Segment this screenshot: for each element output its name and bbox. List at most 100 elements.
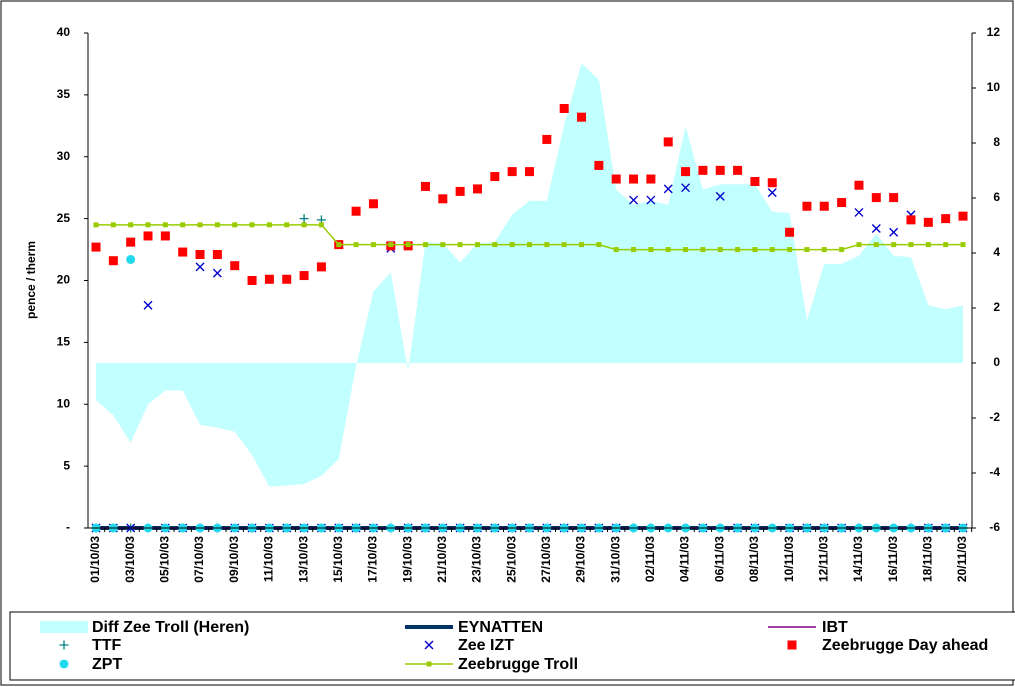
y-tick-label: - — [66, 520, 70, 534]
y2-tick-label: -2 — [989, 410, 1000, 424]
marker-square — [405, 242, 411, 248]
marker-square — [819, 201, 829, 211]
y-tick-label: 5 — [63, 458, 70, 472]
y-tick-label: 10 — [57, 396, 71, 410]
legend-label: Zee IZT — [458, 637, 514, 654]
area — [96, 63, 963, 487]
x-tick-label: 25/10/03 — [504, 536, 518, 583]
marker-square — [93, 222, 99, 228]
marker-cross — [143, 300, 153, 310]
marker-square — [561, 242, 567, 248]
marker-square — [889, 193, 899, 203]
marker-square — [923, 217, 933, 227]
marker-square — [420, 181, 430, 191]
marker-square — [613, 247, 619, 253]
marker-square — [577, 112, 587, 122]
marker-square — [837, 198, 847, 208]
marker-square — [318, 222, 324, 228]
marker-square — [665, 247, 671, 253]
marker-square — [787, 640, 797, 650]
x-tick-label: 10/11/03 — [782, 536, 796, 582]
marker-cross — [854, 207, 864, 217]
marker-square — [663, 137, 673, 147]
marker-square — [871, 193, 881, 203]
marker-square — [802, 201, 812, 211]
x-tick-label: 11/10/03 — [262, 536, 276, 582]
marker-square — [336, 242, 342, 248]
marker-square — [527, 242, 532, 248]
x-tick-label: 21/10/03 — [435, 536, 449, 583]
marker-square — [683, 247, 689, 253]
marker-square — [629, 174, 639, 184]
marker-square — [212, 250, 222, 260]
marker-square — [230, 261, 240, 271]
y2-tick-label: -6 — [989, 520, 1000, 534]
y-tick-label: 15 — [57, 335, 71, 349]
y-tick-label: 35 — [57, 87, 71, 101]
legend-label: Diff Zee Troll (Heren) — [92, 619, 249, 636]
x-tick-label: 19/10/03 — [400, 536, 414, 583]
x-tick-label: 02/11/03 — [643, 536, 657, 582]
marker-plus — [299, 214, 309, 224]
marker-square — [698, 165, 708, 175]
marker-square — [301, 222, 307, 228]
marker-square — [611, 174, 621, 184]
x-tick-label: 17/10/03 — [366, 536, 380, 583]
marker-square — [594, 160, 604, 170]
marker-circle — [59, 659, 69, 669]
marker-square — [958, 211, 968, 221]
marker-square — [839, 247, 845, 253]
marker-square — [232, 222, 238, 228]
marker-square — [646, 174, 656, 184]
y-tick-label: 25 — [57, 211, 71, 225]
marker-square — [906, 215, 916, 225]
x-tick-label: 14/11/03 — [851, 536, 865, 582]
marker-square — [284, 222, 290, 228]
marker-square — [197, 222, 203, 228]
marker-square — [856, 242, 862, 248]
marker-square — [785, 227, 795, 237]
marker-square — [854, 180, 864, 190]
marker-square — [752, 247, 758, 253]
marker-cross — [889, 227, 899, 237]
y-axis-title: pence / therm — [24, 241, 38, 319]
legend-label: ZPT — [92, 656, 122, 673]
legend-label: Zeebrugge Troll — [458, 656, 578, 673]
marker-square — [162, 222, 168, 228]
y2-tick-label: 8 — [993, 135, 1000, 149]
marker-square — [316, 262, 326, 272]
marker-cross — [629, 195, 639, 205]
marker-cross — [871, 224, 881, 234]
x-tick-label: 01/10/03 — [88, 536, 102, 583]
y-tick-label: 20 — [57, 273, 71, 287]
marker-square — [351, 206, 361, 216]
x-tick-label: 16/11/03 — [886, 536, 900, 582]
marker-square — [960, 242, 966, 248]
legend-box — [9, 611, 1015, 681]
marker-square — [735, 247, 741, 253]
x-tick-label: 07/10/03 — [192, 536, 206, 583]
x-tick-label: 08/11/03 — [747, 536, 761, 582]
marker-square — [178, 247, 188, 257]
x-tick-label: 12/11/03 — [816, 536, 830, 582]
x-tick-label: 05/10/03 — [158, 536, 172, 583]
legend-label: Zeebrugge Day ahead — [822, 637, 988, 654]
legend-label: TTF — [92, 637, 122, 654]
marker-square — [388, 242, 394, 248]
y-tick-label: 30 — [57, 149, 71, 163]
marker-plus — [59, 640, 69, 650]
marker-square — [455, 186, 465, 196]
marker-square — [490, 172, 500, 182]
marker-square — [128, 222, 134, 228]
x-tick-label: 29/10/03 — [574, 536, 588, 583]
marker-square — [472, 184, 482, 194]
marker-square — [143, 231, 153, 241]
x-tick-label: 18/11/03 — [920, 536, 934, 582]
marker-square — [631, 247, 637, 253]
y2-tick-label: 0 — [993, 355, 1000, 369]
marker-square — [579, 242, 585, 248]
y2-tick-label: 2 — [993, 300, 1000, 314]
marker-square — [873, 242, 879, 248]
marker-square — [787, 247, 793, 253]
